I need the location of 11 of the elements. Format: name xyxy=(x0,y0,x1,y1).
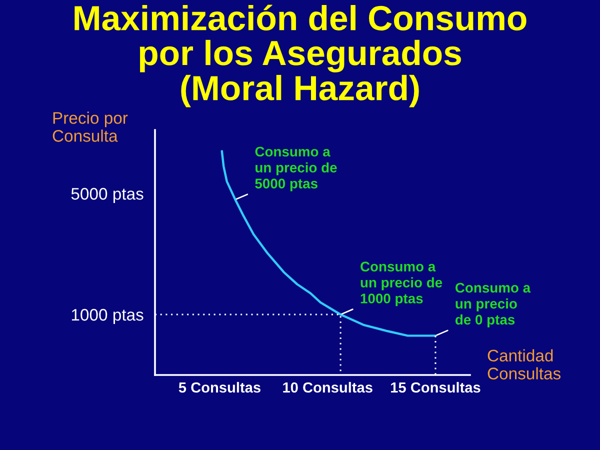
x-tick-label: 5 Consultas xyxy=(178,382,260,393)
y-axis-title: Precio por Consulta xyxy=(52,112,128,142)
annotation: Consumo a un precio de 5000 ptas xyxy=(255,146,337,192)
y-tick-label: 1000 ptas xyxy=(72,308,144,324)
annotation: Consumo a un precio de 0 ptas xyxy=(455,282,531,328)
x-axis-title: Cantidad Consultas xyxy=(488,349,561,380)
y-tick-label: 5000 ptas xyxy=(71,188,144,204)
x-tick-label: 15 Consultas xyxy=(391,382,480,393)
chart-title: Maximización del Consumo por los Asegurados (Moral Hazard) xyxy=(74,4,526,108)
x-tick-label: 10 Consultas xyxy=(283,382,372,393)
annotation: Consumo a un precio de 1000 ptas xyxy=(360,262,442,306)
